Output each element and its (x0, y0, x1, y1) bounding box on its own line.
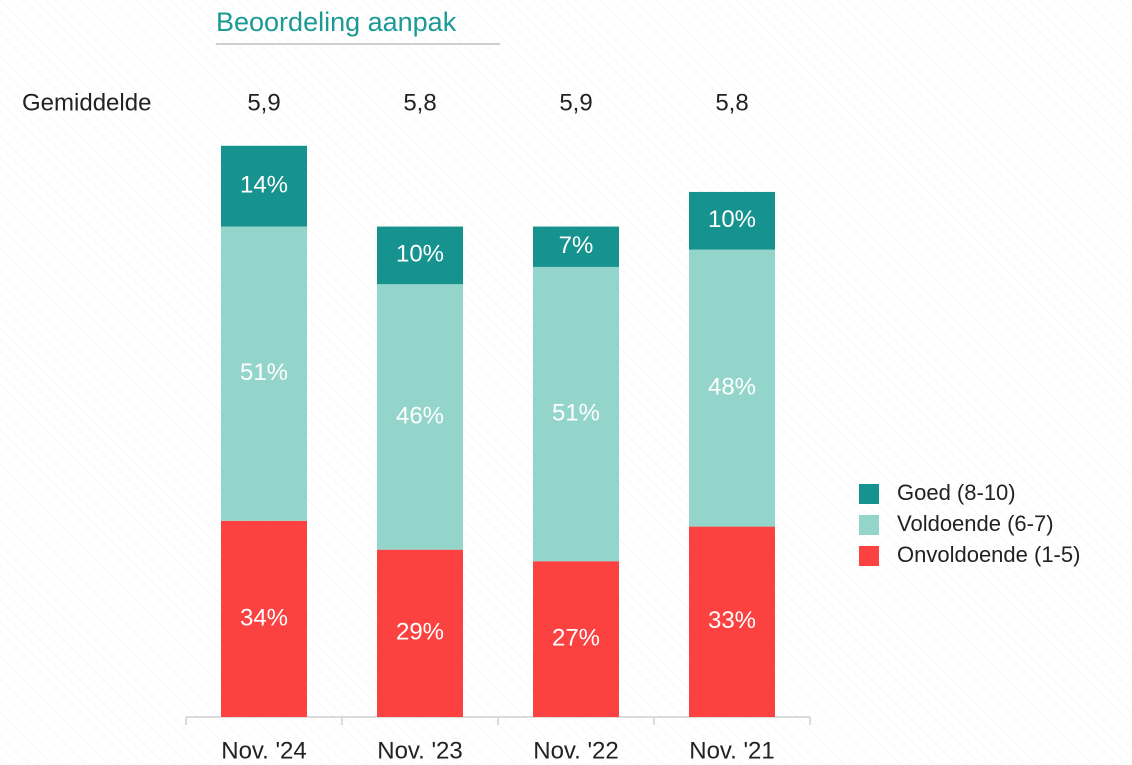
data-label: 51% (240, 359, 288, 386)
average-value: 5,8 (403, 89, 436, 116)
average-value: 5,9 (247, 89, 280, 116)
data-label: 51% (552, 399, 600, 426)
data-label: 34% (240, 604, 288, 631)
data-label: 27% (552, 624, 600, 651)
average-label: Gemiddelde (22, 89, 151, 116)
average-value: 5,9 (559, 89, 592, 116)
bar-segment (533, 226, 619, 267)
legend-swatch (859, 484, 879, 504)
x-tick-label: Nov. '22 (533, 737, 619, 764)
data-label: 10% (708, 206, 756, 233)
bar-segment (221, 520, 307, 717)
bar-segment (533, 561, 619, 717)
legend-label: Onvoldoende (1-5) (897, 542, 1080, 567)
average-value: 5,8 (715, 89, 748, 116)
data-label: 33% (708, 607, 756, 634)
data-label: 7% (559, 232, 594, 259)
bar-segment (689, 526, 775, 717)
bar-segment (221, 145, 307, 227)
data-label: 48% (708, 373, 756, 400)
data-label: 29% (396, 619, 444, 646)
legend-label: Goed (8-10) (897, 480, 1016, 505)
bar-segment (377, 226, 463, 285)
x-tick-label: Nov. '23 (377, 737, 463, 764)
bar-segment (689, 191, 775, 250)
bar-segment (689, 249, 775, 527)
bar-segment (377, 284, 463, 550)
data-label: 46% (396, 402, 444, 429)
legend-swatch (859, 515, 879, 535)
x-tick-label: Nov. '24 (221, 737, 307, 764)
x-tick-label: Nov. '21 (689, 737, 775, 764)
chart-title: Beoordeling aanpak (216, 7, 457, 37)
legend-swatch (859, 546, 879, 566)
data-label: 14% (240, 172, 288, 199)
data-label: 10% (396, 241, 444, 268)
bar-segment (377, 549, 463, 717)
legend-label: Voldoende (6-7) (897, 511, 1054, 536)
bar-segment (221, 226, 307, 521)
bar-segment (533, 266, 619, 562)
